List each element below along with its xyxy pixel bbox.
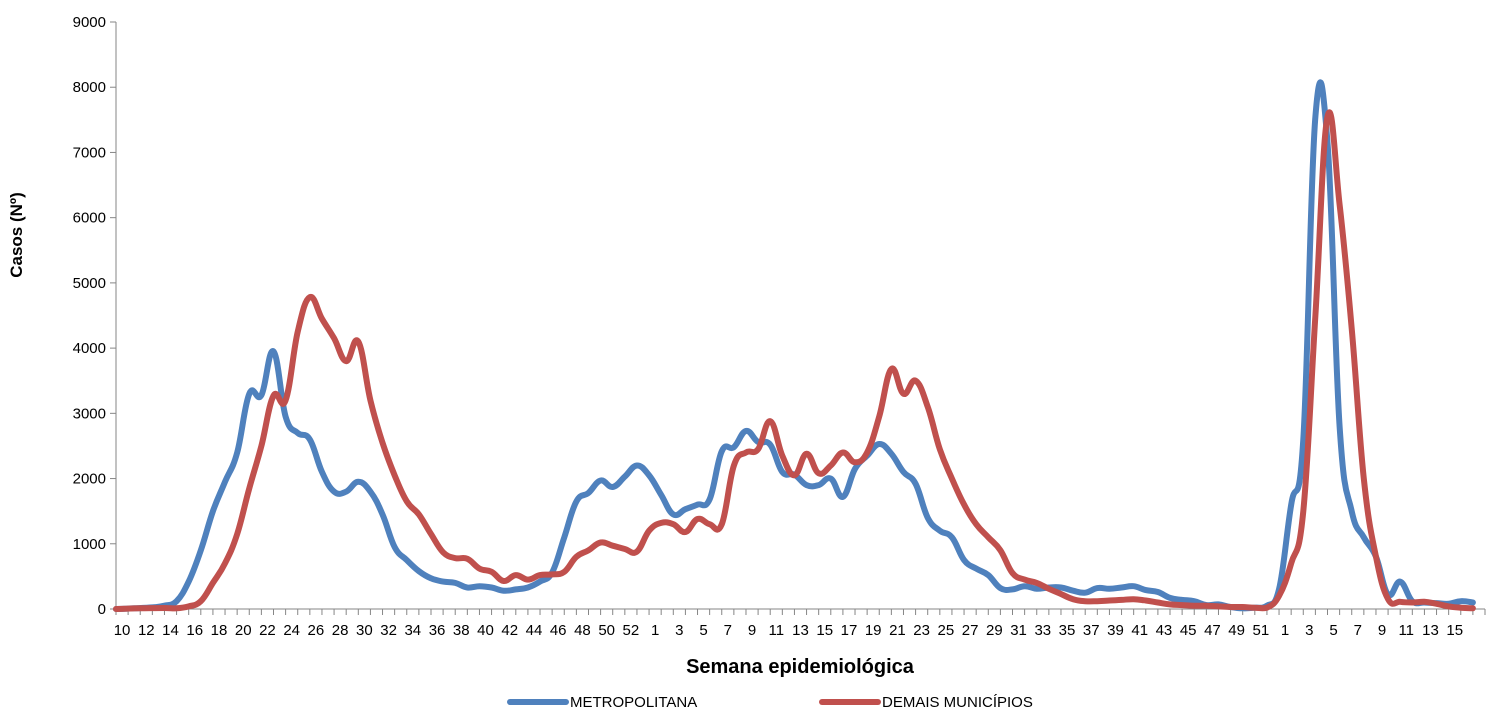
- x-tick-label: 40: [477, 622, 494, 639]
- x-tick-label: 47: [1204, 622, 1221, 639]
- x-tick-label: 19: [865, 622, 882, 639]
- y-tick-label: 4000: [73, 340, 106, 357]
- x-tick-label: 22: [259, 622, 276, 639]
- x-tick-label: 39: [1107, 622, 1124, 639]
- y-tick-label: 1000: [73, 536, 106, 553]
- y-tick-label: 5000: [73, 275, 106, 292]
- x-tick-label: 50: [598, 622, 615, 639]
- x-tick-label: 1: [651, 622, 659, 639]
- x-tick-label: 23: [913, 622, 930, 639]
- y-axis-title: Casos (Nº): [7, 192, 26, 278]
- x-tick-label: 12: [138, 622, 155, 639]
- x-tick-label: 42: [501, 622, 518, 639]
- legend-label-metropolitana: METROPOLITANA: [570, 694, 697, 711]
- x-tick-label: 43: [1156, 622, 1173, 639]
- x-tick-label: 29: [986, 622, 1003, 639]
- x-tick-label: 37: [1083, 622, 1100, 639]
- x-axis: 10 12 14 16 18 20 22 24 26 28 30 32 34 36 38 40 42 44 46 48…: [114, 608, 1486, 639]
- series-line-metropolitana: [113, 79, 1476, 612]
- x-tick-label: 48: [574, 622, 591, 639]
- x-tick-label: 27: [962, 622, 979, 639]
- x-tick-label: 10: [114, 622, 131, 639]
- x-tick-label: 15: [1446, 622, 1463, 639]
- x-tick-label: 35: [1059, 622, 1076, 639]
- x-tick-label: 21: [889, 622, 906, 639]
- x-tick-label: 24: [283, 622, 300, 639]
- y-tick-label: 0: [98, 601, 106, 618]
- legend-label-demais-municipios: DEMAIS MUNICÍPIOS: [882, 694, 1033, 711]
- x-tick-label: 17: [841, 622, 858, 639]
- x-tick-label: 13: [792, 622, 809, 639]
- x-tick-label: 15: [816, 622, 833, 639]
- y-tick-label: 6000: [73, 210, 106, 227]
- x-tick-label: 16: [186, 622, 203, 639]
- x-tick-label: 31: [1010, 622, 1027, 639]
- x-tick-label: 26: [308, 622, 325, 639]
- x-tick-label: 38: [453, 622, 470, 639]
- x-tick-label: 41: [1131, 622, 1148, 639]
- y-tick-label: 8000: [73, 79, 106, 96]
- y-tick-label: 7000: [73, 144, 106, 161]
- x-tick-label: 32: [380, 622, 397, 639]
- y-tick-label: 9000: [73, 14, 106, 31]
- y-axis: 0 1000 2000 3000 4000 5000 6000 7000 8000 9000: [73, 14, 117, 618]
- x-tick-label: 51: [1253, 622, 1270, 639]
- x-tick-label: 30: [356, 622, 373, 639]
- x-tick-label: 18: [211, 622, 228, 639]
- x-tick-label: 25: [938, 622, 955, 639]
- x-tick-label: 11: [768, 622, 784, 639]
- x-tick-label: 13: [1422, 622, 1439, 639]
- x-tick-label: 5: [1329, 622, 1337, 639]
- y-tick-label: 3000: [73, 405, 106, 422]
- x-tick-label: 36: [429, 622, 446, 639]
- x-tick-label: 20: [235, 622, 252, 639]
- x-tick-label: 7: [1354, 622, 1362, 639]
- x-axis-title: Semana epidemiológica: [686, 656, 915, 678]
- legend: METROPOLITANA DEMAIS MUNICÍPIOS: [507, 694, 1033, 711]
- x-tick-label: 1: [1281, 622, 1289, 639]
- x-tick-label: 28: [332, 622, 349, 639]
- x-tick-label: 14: [162, 622, 179, 639]
- x-tick-label: 44: [526, 622, 543, 639]
- x-tick-label: 3: [675, 622, 683, 639]
- x-tick-label: 5: [699, 622, 707, 639]
- x-tick-label: 3: [1305, 622, 1313, 639]
- x-tick-label: 9: [1378, 622, 1386, 639]
- x-tick-label: 7: [724, 622, 732, 639]
- x-tick-label: 52: [623, 622, 640, 639]
- x-tick-label: 33: [1034, 622, 1051, 639]
- x-tick-label: 49: [1228, 622, 1245, 639]
- series-line-demais-municipios: [113, 109, 1476, 612]
- x-tick-label: 11: [1398, 622, 1414, 639]
- x-tick-label: 46: [550, 622, 567, 639]
- series-layer: [113, 79, 1476, 612]
- x-tick-label: 34: [404, 622, 421, 639]
- y-tick-label: 2000: [73, 471, 106, 488]
- x-tick-label: 9: [748, 622, 756, 639]
- x-tick-label: 45: [1180, 622, 1197, 639]
